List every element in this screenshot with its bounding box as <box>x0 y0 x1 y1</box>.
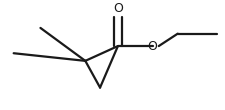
Text: O: O <box>112 2 122 15</box>
Text: O: O <box>147 40 157 53</box>
